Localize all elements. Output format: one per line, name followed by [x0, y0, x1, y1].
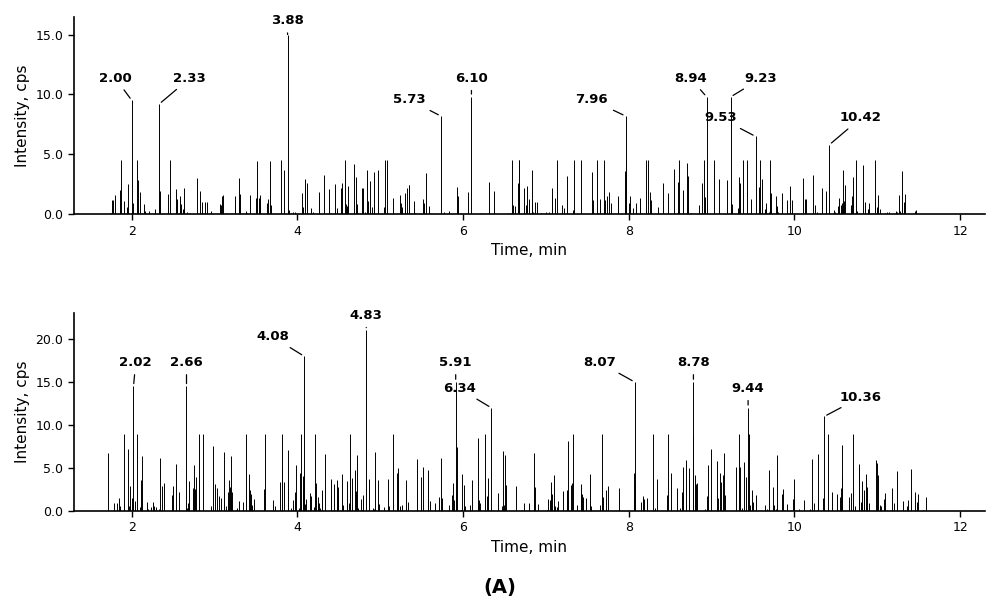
Text: 6.10: 6.10 [455, 72, 488, 94]
Text: 10.36: 10.36 [827, 391, 882, 415]
Text: 5.73: 5.73 [393, 94, 438, 115]
Text: 9.44: 9.44 [732, 382, 764, 405]
Text: 2.02: 2.02 [119, 356, 152, 383]
Text: 8.07: 8.07 [584, 356, 632, 380]
Text: 9.53: 9.53 [704, 112, 753, 135]
Text: 2.33: 2.33 [161, 72, 206, 102]
X-axis label: Time, min: Time, min [491, 244, 567, 259]
Text: 6.34: 6.34 [443, 382, 489, 406]
Text: 5.91: 5.91 [439, 356, 472, 379]
Text: 2.00: 2.00 [99, 72, 132, 98]
Y-axis label: Intensity, cps: Intensity, cps [15, 361, 30, 463]
Y-axis label: Intensity, cps: Intensity, cps [15, 64, 30, 167]
Text: 3.88: 3.88 [271, 14, 304, 35]
Text: 8.78: 8.78 [677, 356, 710, 379]
Text: 10.42: 10.42 [831, 112, 882, 143]
Text: 4.08: 4.08 [256, 331, 302, 355]
Text: 7.96: 7.96 [575, 94, 623, 115]
Text: 2.66: 2.66 [170, 356, 203, 383]
Text: 4.83: 4.83 [350, 309, 383, 328]
X-axis label: Time, min: Time, min [491, 540, 567, 555]
Text: 9.23: 9.23 [733, 72, 777, 95]
Text: 8.94: 8.94 [674, 72, 707, 95]
Text: (A): (A) [484, 578, 516, 597]
